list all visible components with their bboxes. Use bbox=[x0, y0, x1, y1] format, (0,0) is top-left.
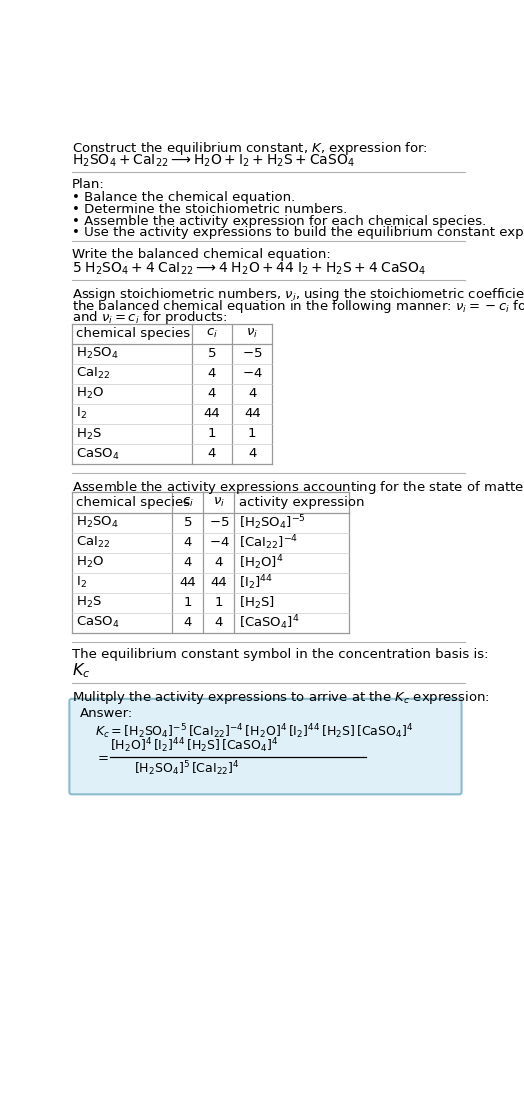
Text: and $\nu_i = c_i$ for products:: and $\nu_i = c_i$ for products: bbox=[72, 309, 227, 326]
Text: $\mathrm{5\; H_2SO_4 + 4\; CaI_{22} \longrightarrow 4\; H_2O + 44\; I_2 + H_2S +: $\mathrm{5\; H_2SO_4 + 4\; CaI_{22} \lon… bbox=[72, 261, 426, 277]
Text: $=$: $=$ bbox=[95, 750, 109, 763]
Text: Assemble the activity expressions accounting for the state of matter and $\nu_i$: Assemble the activity expressions accoun… bbox=[72, 479, 524, 497]
Text: $[\mathrm{CaI_{22}}]^{-4}$: $[\mathrm{CaI_{22}}]^{-4}$ bbox=[239, 533, 298, 552]
Text: $-4$: $-4$ bbox=[242, 368, 263, 381]
Text: $-5$: $-5$ bbox=[242, 348, 263, 360]
Text: Mulitply the activity expressions to arrive at the $K_c$ expression:: Mulitply the activity expressions to arr… bbox=[72, 689, 489, 706]
Text: • Balance the chemical equation.: • Balance the chemical equation. bbox=[72, 192, 295, 205]
Text: 4: 4 bbox=[248, 388, 256, 401]
Text: $\mathrm{I_2}$: $\mathrm{I_2}$ bbox=[77, 575, 88, 590]
Text: • Assemble the activity expression for each chemical species.: • Assemble the activity expression for e… bbox=[72, 215, 486, 228]
Text: • Use the activity expressions to build the equilibrium constant expression.: • Use the activity expressions to build … bbox=[72, 226, 524, 239]
Text: 44: 44 bbox=[211, 576, 227, 589]
Text: $\mathrm{I_2}$: $\mathrm{I_2}$ bbox=[77, 406, 88, 422]
Text: 1: 1 bbox=[248, 427, 257, 440]
Text: 1: 1 bbox=[208, 427, 216, 440]
Text: 4: 4 bbox=[215, 556, 223, 569]
Text: $[\mathrm{H_2O}]^4$: $[\mathrm{H_2O}]^4$ bbox=[239, 553, 283, 571]
Text: $\mathrm{H_2O}$: $\mathrm{H_2O}$ bbox=[77, 555, 104, 570]
Text: $-4$: $-4$ bbox=[209, 536, 230, 549]
Text: 4: 4 bbox=[184, 536, 192, 549]
Text: $K_c = [\mathrm{H_2SO_4}]^{-5}\,[\mathrm{CaI_{22}}]^{-4}\,[\mathrm{H_2O}]^4\,[\m: $K_c = [\mathrm{H_2SO_4}]^{-5}\,[\mathrm… bbox=[95, 722, 413, 741]
Text: $[\mathrm{H_2SO_4}]^5\,[\mathrm{CaI_{22}}]^4$: $[\mathrm{H_2SO_4}]^5\,[\mathrm{CaI_{22}… bbox=[134, 760, 239, 778]
Text: $[\mathrm{H_2S}]$: $[\mathrm{H_2S}]$ bbox=[239, 595, 275, 611]
Text: $\mathrm{H_2SO_4}$: $\mathrm{H_2SO_4}$ bbox=[77, 347, 119, 361]
Text: $\mathrm{H_2SO_4 + CaI_{22} \longrightarrow H_2O + I_2 + H_2S + CaSO_4}$: $\mathrm{H_2SO_4 + CaI_{22} \longrightar… bbox=[72, 153, 354, 170]
Text: $[\mathrm{H_2SO_4}]^{-5}$: $[\mathrm{H_2SO_4}]^{-5}$ bbox=[239, 513, 306, 532]
Text: chemical species: chemical species bbox=[77, 495, 191, 509]
Text: Write the balanced chemical equation:: Write the balanced chemical equation: bbox=[72, 248, 331, 261]
Text: 4: 4 bbox=[215, 617, 223, 629]
Text: The equilibrium constant symbol in the concentration basis is:: The equilibrium constant symbol in the c… bbox=[72, 648, 488, 661]
Text: $K_c$: $K_c$ bbox=[72, 661, 90, 679]
Text: $\mathrm{H_2S}$: $\mathrm{H_2S}$ bbox=[77, 426, 102, 442]
Text: 44: 44 bbox=[204, 407, 221, 421]
Text: 1: 1 bbox=[184, 596, 192, 609]
Text: Answer:: Answer: bbox=[80, 707, 133, 720]
Text: 4: 4 bbox=[208, 447, 216, 460]
Text: $\mathrm{H_2SO_4}$: $\mathrm{H_2SO_4}$ bbox=[77, 515, 119, 530]
Text: activity expression: activity expression bbox=[239, 495, 365, 509]
Text: $-5$: $-5$ bbox=[209, 516, 229, 528]
Text: $c_i$: $c_i$ bbox=[206, 327, 218, 340]
Text: $\mathrm{CaSO_4}$: $\mathrm{CaSO_4}$ bbox=[77, 615, 120, 630]
Text: Assign stoichiometric numbers, $\nu_i$, using the stoichiometric coefficients, $: Assign stoichiometric numbers, $\nu_i$, … bbox=[72, 286, 524, 303]
Text: $[\mathrm{H_2O}]^4\,[\mathrm{I_2}]^{44}\,[\mathrm{H_2S}]\,[\mathrm{CaSO_4}]^4$: $[\mathrm{H_2O}]^4\,[\mathrm{I_2}]^{44}\… bbox=[111, 737, 279, 755]
Text: Plan:: Plan: bbox=[72, 178, 104, 192]
Text: $\mathrm{CaI_{22}}$: $\mathrm{CaI_{22}}$ bbox=[77, 367, 111, 381]
Text: 44: 44 bbox=[244, 407, 260, 421]
Text: Construct the equilibrium constant, $K$, expression for:: Construct the equilibrium constant, $K$,… bbox=[72, 140, 428, 156]
FancyBboxPatch shape bbox=[69, 699, 462, 794]
Text: 4: 4 bbox=[184, 617, 192, 629]
Text: $\nu_i$: $\nu_i$ bbox=[246, 327, 258, 340]
Text: 4: 4 bbox=[248, 447, 256, 460]
Text: $\mathrm{CaI_{22}}$: $\mathrm{CaI_{22}}$ bbox=[77, 535, 111, 550]
Text: 4: 4 bbox=[208, 368, 216, 381]
Text: 1: 1 bbox=[215, 596, 223, 609]
Text: the balanced chemical equation in the following manner: $\nu_i = -c_i$ for react: the balanced chemical equation in the fo… bbox=[72, 297, 524, 315]
Text: 4: 4 bbox=[208, 388, 216, 401]
Text: $c_i$: $c_i$ bbox=[182, 495, 194, 509]
Text: $\mathrm{H_2S}$: $\mathrm{H_2S}$ bbox=[77, 595, 102, 610]
Text: chemical species: chemical species bbox=[77, 327, 191, 340]
Text: 5: 5 bbox=[184, 516, 192, 528]
Text: $\nu_i$: $\nu_i$ bbox=[213, 495, 225, 509]
Text: $[\mathrm{CaSO_4}]^4$: $[\mathrm{CaSO_4}]^4$ bbox=[239, 613, 300, 632]
Text: $\mathrm{CaSO_4}$: $\mathrm{CaSO_4}$ bbox=[77, 446, 120, 461]
Text: $\mathrm{H_2O}$: $\mathrm{H_2O}$ bbox=[77, 386, 104, 402]
Text: • Determine the stoichiometric numbers.: • Determine the stoichiometric numbers. bbox=[72, 203, 347, 216]
Text: 44: 44 bbox=[180, 576, 196, 589]
Text: 4: 4 bbox=[184, 556, 192, 569]
Text: $[\mathrm{I_2}]^{44}$: $[\mathrm{I_2}]^{44}$ bbox=[239, 574, 273, 592]
Text: 5: 5 bbox=[208, 348, 216, 360]
